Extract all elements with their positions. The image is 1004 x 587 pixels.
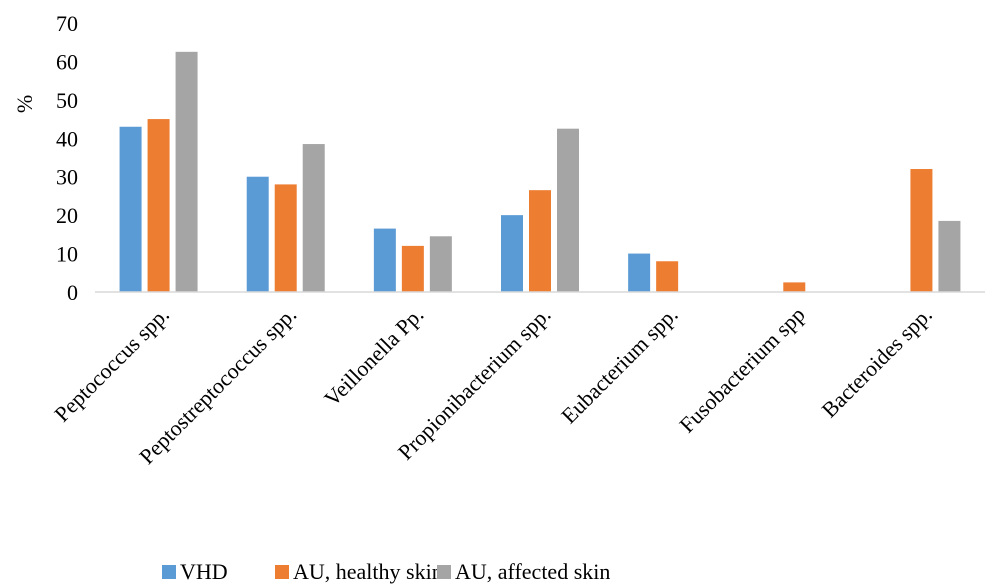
bar [303, 144, 325, 292]
x-tick-label: Veillonella Pp. [319, 302, 428, 411]
bar [430, 236, 452, 292]
y-tick-label: 60 [56, 49, 78, 74]
bar [910, 169, 932, 292]
x-tick-label: Bacteroides spp. [816, 302, 936, 422]
bar [938, 221, 960, 292]
x-axis-labels: Peptococcus spp.Peptostreptococcus spp. V… [49, 302, 937, 469]
y-tick-label: 0 [67, 280, 78, 305]
bar [501, 215, 523, 292]
y-tick-label: 40 [56, 126, 78, 151]
bar [275, 184, 297, 292]
legend-label: VHD [180, 559, 228, 584]
x-tick-label: Fusobacterium spp [674, 302, 810, 438]
bar [120, 127, 142, 292]
bar [529, 190, 551, 292]
y-axis-label: % [12, 95, 37, 113]
bar [247, 177, 269, 292]
legend-label: AU, healthy skin [293, 559, 443, 584]
x-tick-label: Eubacterium spp. [556, 302, 683, 429]
x-tick-label: Peptococcus spp. [49, 302, 174, 427]
bar [402, 246, 424, 292]
legend-swatch [275, 565, 289, 579]
y-tick-label: 20 [56, 203, 78, 228]
bar [783, 282, 805, 292]
bar [557, 129, 579, 292]
y-tick-label: 70 [56, 11, 78, 36]
legend-swatch [162, 565, 176, 579]
y-axis-ticks: 0 10 20 30 40 50 60 70 [56, 11, 78, 305]
bar [628, 254, 650, 292]
legend-swatch [437, 565, 451, 579]
bar [176, 52, 198, 292]
bar [656, 261, 678, 292]
y-tick-label: 30 [56, 165, 78, 190]
legend-label: AU, affected skin [455, 559, 610, 584]
y-tick-label: 50 [56, 88, 78, 113]
legend: VHD AU, healthy skin AU, affected skin [162, 559, 610, 584]
bars [120, 52, 961, 292]
bar [374, 229, 396, 292]
y-tick-label: 10 [56, 242, 78, 267]
bar [148, 119, 170, 292]
